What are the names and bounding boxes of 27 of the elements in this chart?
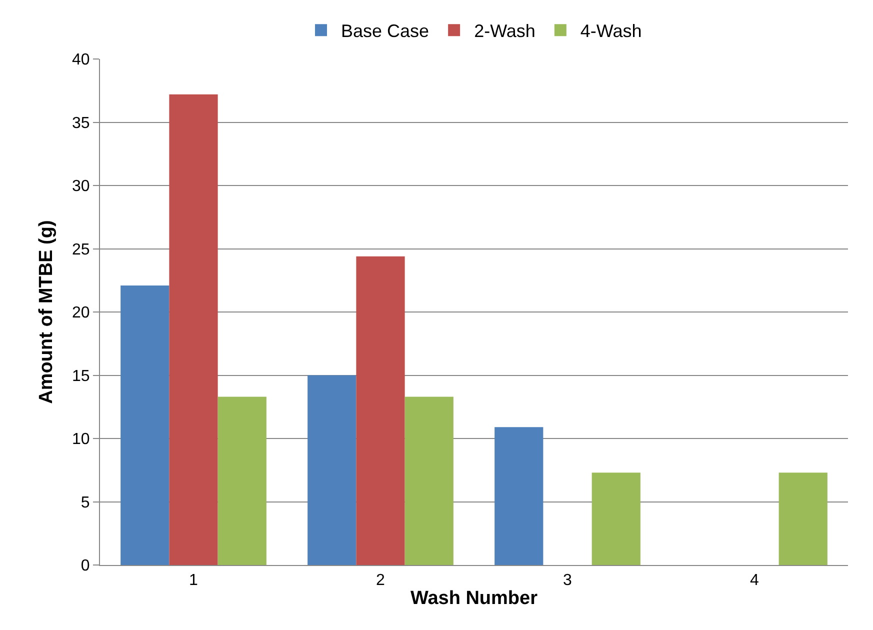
y-tick-label: 30 bbox=[72, 178, 90, 196]
bar bbox=[778, 472, 828, 565]
y-tick-label: 15 bbox=[72, 368, 90, 385]
bar bbox=[592, 472, 640, 565]
bar bbox=[120, 285, 170, 565]
bar bbox=[404, 396, 454, 565]
y-tick-label: 0 bbox=[80, 558, 90, 575]
x-tick-label: 3 bbox=[563, 572, 572, 590]
bar bbox=[494, 427, 544, 565]
y-tick-label: 40 bbox=[72, 52, 90, 69]
x-axis-title: Wash Number bbox=[410, 588, 538, 609]
legend-label: 2-Wash bbox=[474, 21, 536, 42]
y-tick-label: 10 bbox=[72, 431, 90, 448]
legend-label: 4-Wash bbox=[580, 21, 642, 42]
bar bbox=[356, 256, 405, 565]
y-tick-label: 20 bbox=[72, 304, 90, 322]
y-axis-title: Amount of MTBE (g) bbox=[36, 220, 57, 404]
bar bbox=[308, 375, 356, 565]
y-tick-label: 25 bbox=[72, 241, 90, 258]
x-tick-label: 1 bbox=[189, 572, 198, 590]
x-tick-label: 4 bbox=[750, 572, 760, 590]
bar bbox=[218, 396, 266, 565]
bar bbox=[169, 94, 218, 565]
x-tick-label: 2 bbox=[376, 572, 386, 590]
legend-label: Base Case bbox=[341, 21, 430, 42]
y-tick-label: 35 bbox=[72, 114, 90, 132]
y-tick-label: 5 bbox=[80, 494, 90, 512]
